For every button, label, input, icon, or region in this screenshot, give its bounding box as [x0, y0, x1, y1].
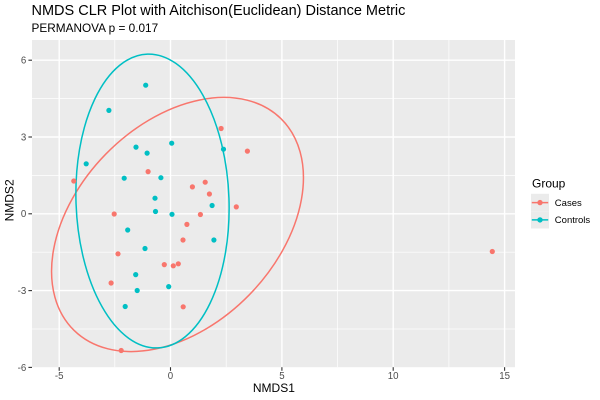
svg-text:-5: -5	[55, 371, 64, 382]
svg-text:Group: Group	[532, 177, 566, 191]
svg-text:6: 6	[21, 56, 26, 67]
svg-text:NMDS1: NMDS1	[253, 381, 295, 395]
svg-text:NMDS CLR Plot with Aitchison(E: NMDS CLR Plot with Aitchison(Euclidean) …	[32, 3, 406, 19]
svg-text:15: 15	[499, 371, 510, 382]
svg-text:0: 0	[21, 209, 27, 220]
svg-text:PERMANOVA p = 0.017: PERMANOVA p = 0.017	[32, 21, 159, 35]
svg-text:-6: -6	[18, 363, 27, 374]
svg-text:NMDS2: NMDS2	[2, 179, 16, 221]
svg-text:10: 10	[388, 371, 399, 382]
svg-text:Controls: Controls	[555, 215, 591, 226]
svg-text:Cases: Cases	[555, 198, 582, 209]
svg-text:3: 3	[21, 132, 26, 143]
svg-text:-3: -3	[18, 286, 27, 297]
svg-text:0: 0	[168, 371, 174, 382]
svg-text:5: 5	[279, 371, 284, 382]
